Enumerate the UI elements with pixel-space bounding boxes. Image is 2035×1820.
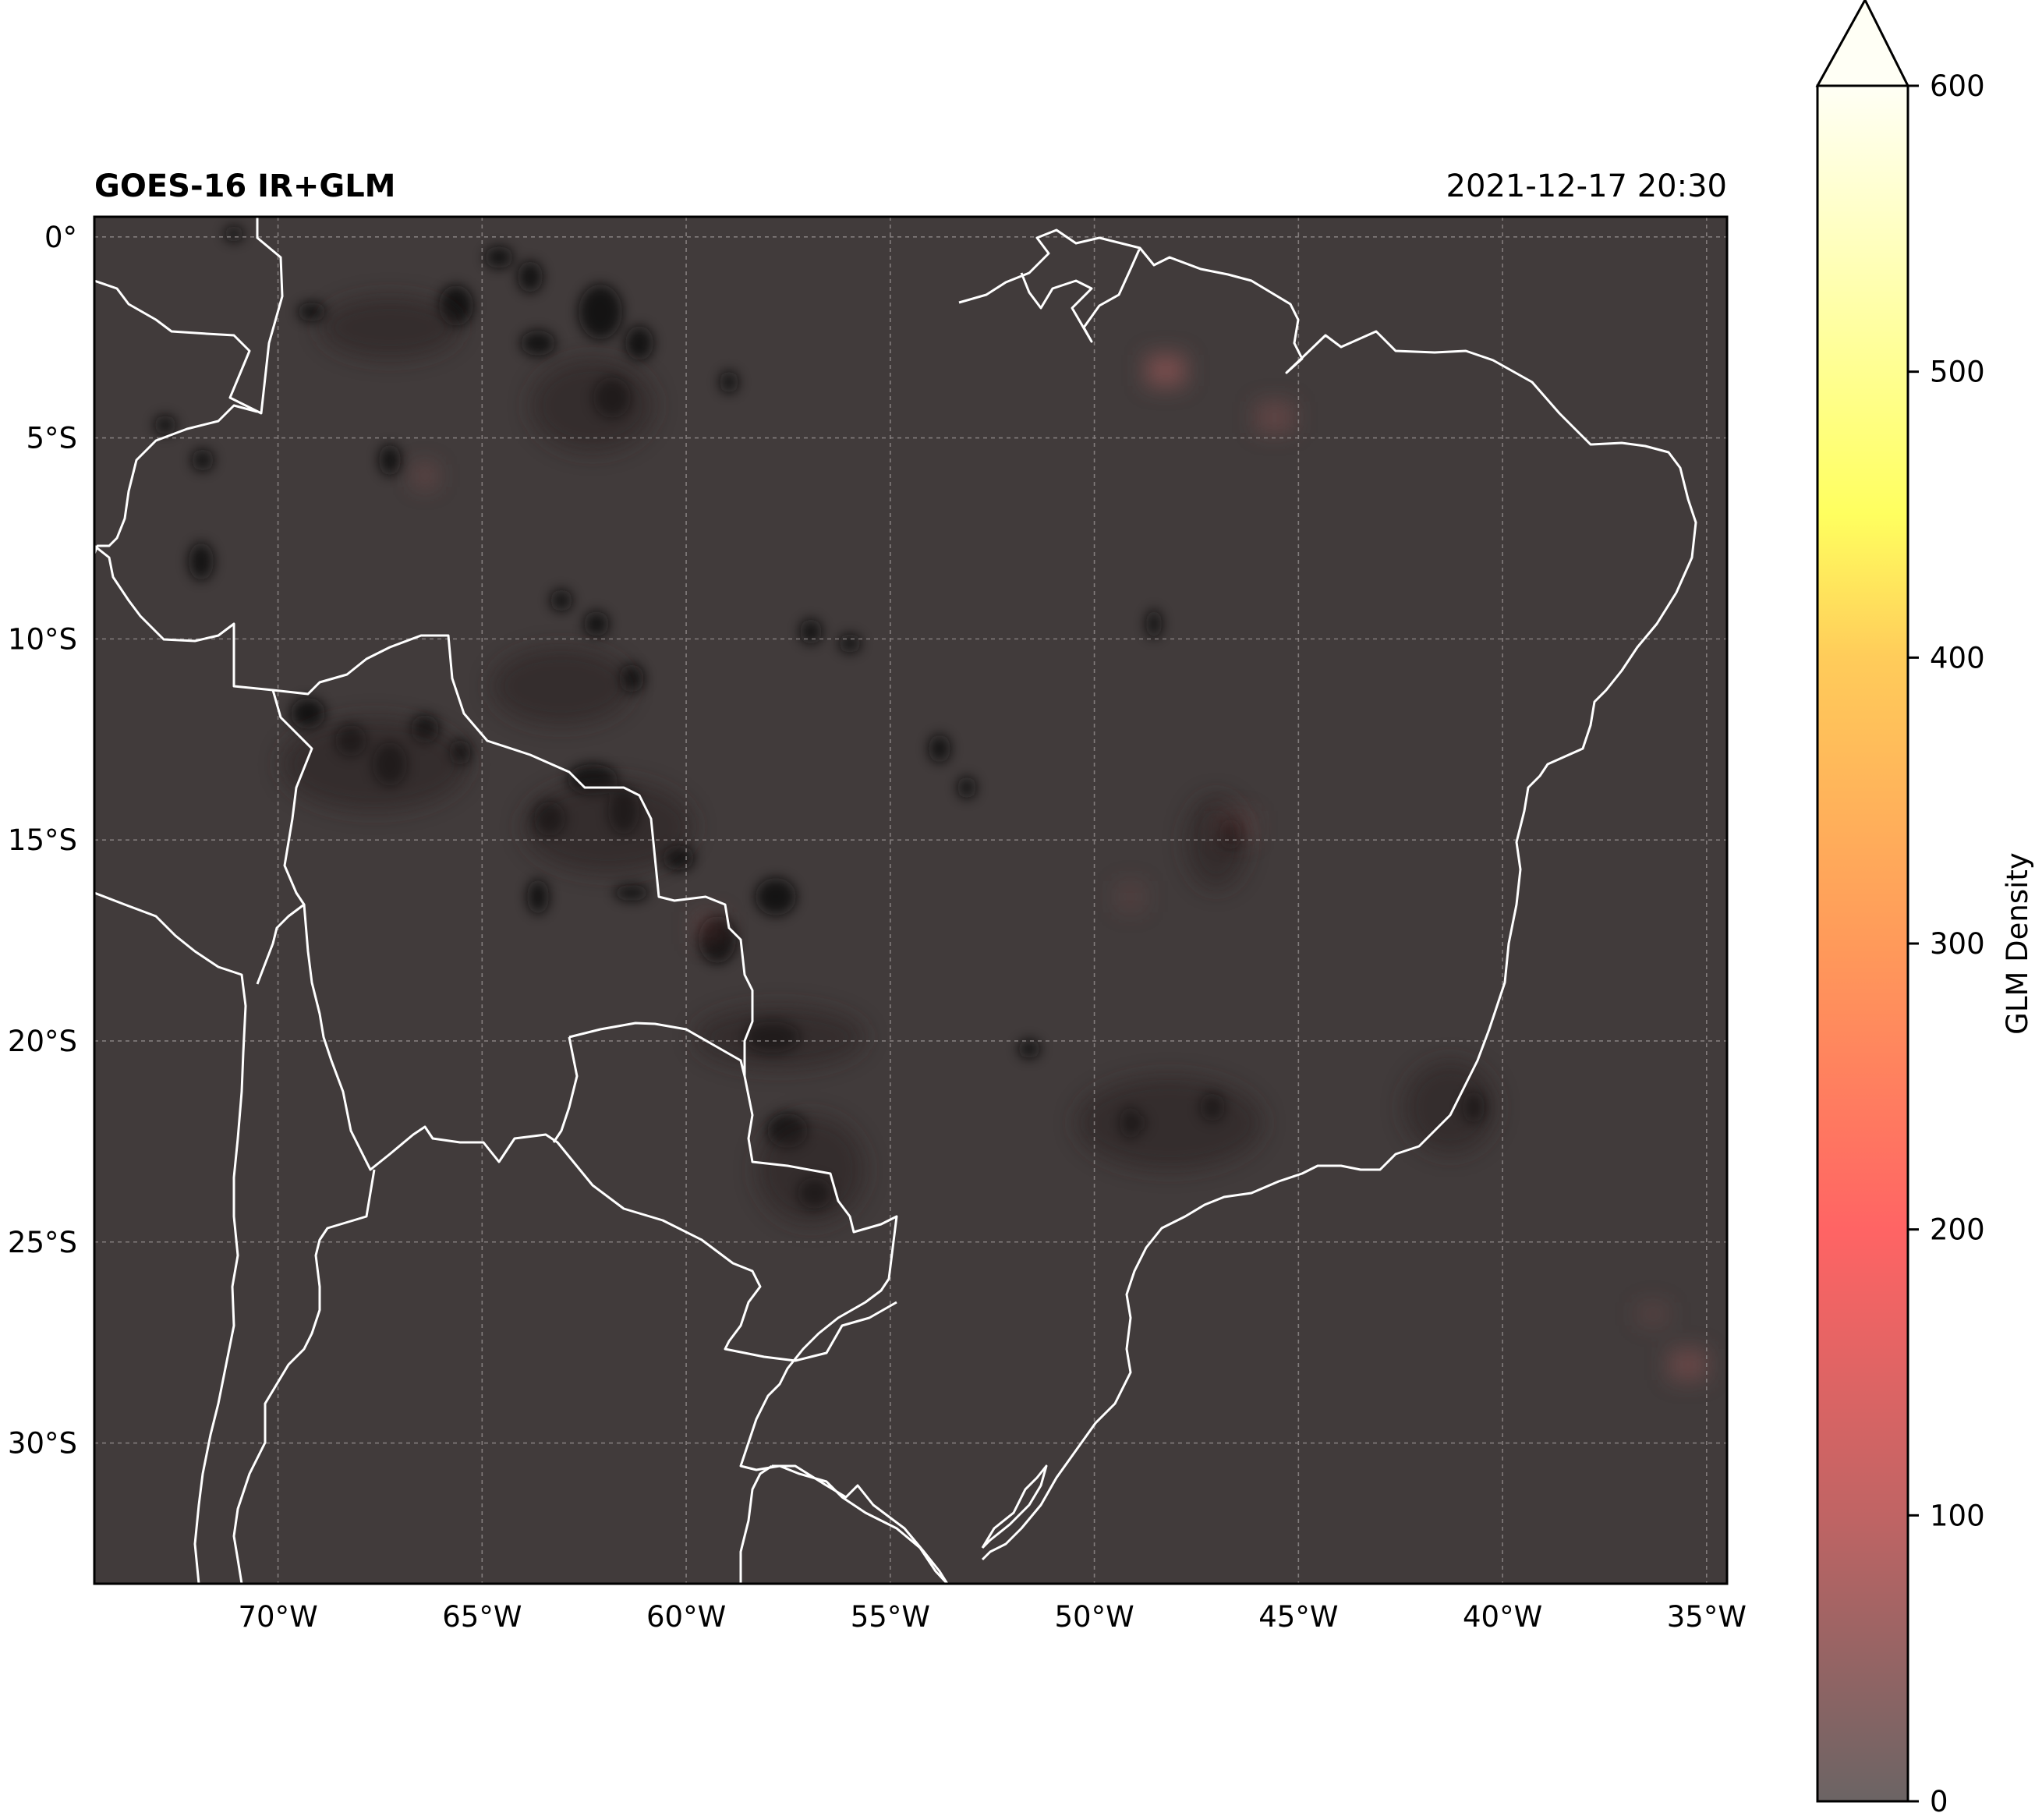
colorbar-tick-label: 200 [1930, 1213, 1985, 1247]
colorbar-extend-arrow [1815, 0, 1910, 87]
colorbar: 0 100 200 300 400 500 600 GLM Density [1815, 0, 2034, 1818]
lon-tick-label: 55°W [851, 1600, 930, 1634]
map-panel: 70°W 65°W 60°W 55°W 50°W 45°W 40°W 35°W 0° 5°S 10… [8, 215, 1747, 1634]
lat-tick-label: 15°S [8, 823, 77, 857]
lon-tick-label: 70°W [238, 1600, 317, 1634]
lon-tick-label: 40°W [1463, 1600, 1542, 1634]
lat-tick-label: 10°S [8, 622, 77, 656]
lat-tick-label: 0° [44, 221, 77, 254]
lat-tick-label: 30°S [8, 1427, 77, 1461]
colorbar-label: GLM Density [2001, 852, 2034, 1035]
lon-tick-label: 50°W [1054, 1600, 1134, 1634]
lon-tick-label: 35°W [1667, 1600, 1747, 1634]
colorbar-tick-label: 400 [1930, 641, 1985, 675]
border-bolivia-peru [256, 689, 313, 985]
gridlines [94, 217, 1727, 1584]
map-timestamp: 2021-12-17 20:30 [1446, 168, 1727, 204]
political-borders [94, 217, 1697, 1584]
lon-tick-label: 65°W [442, 1600, 522, 1634]
lat-tick-label: 20°S [8, 1025, 77, 1058]
latitude-ticks: 0° 5°S 10°S 15°S 20°S 25°S 30°S [8, 221, 77, 1461]
map-frame [93, 215, 1729, 1585]
glm-density-layer [413, 355, 1708, 1380]
atlantic-coastline [958, 228, 1697, 1561]
map-background [94, 217, 1727, 1584]
map-title: GOES-16 IR+GLM [94, 168, 395, 204]
colorbar-tick-label: 500 [1930, 356, 1985, 389]
border-bolivia-south [303, 904, 897, 1362]
border-acre [94, 544, 949, 1584]
border-peru-brazil [94, 404, 258, 554]
longitude-ticks: 70°W 65°W 60°W 55°W 50°W 45°W 40°W 35°W [238, 1600, 1746, 1634]
border-uruguay [739, 1464, 949, 1584]
lon-tick-label: 60°W [646, 1600, 726, 1634]
colorbar-tick-label: 300 [1930, 927, 1985, 961]
colorbar-tick-label: 600 [1930, 69, 1985, 103]
border-chile-argentina [232, 1169, 376, 1584]
lat-tick-label: 5°S [26, 422, 77, 455]
colorbar-ticks: 0 100 200 300 400 500 600 [1908, 69, 1985, 1818]
coast-peru-chile [94, 891, 247, 1584]
colorbar-fill [1816, 84, 1909, 1803]
colorbar-tick-label: 100 [1930, 1499, 1985, 1532]
lon-tick-label: 45°W [1258, 1600, 1338, 1634]
colorbar-tick-label: 0 [1930, 1785, 1948, 1818]
lat-tick-label: 25°S [8, 1226, 77, 1259]
border-north-west [94, 217, 284, 415]
